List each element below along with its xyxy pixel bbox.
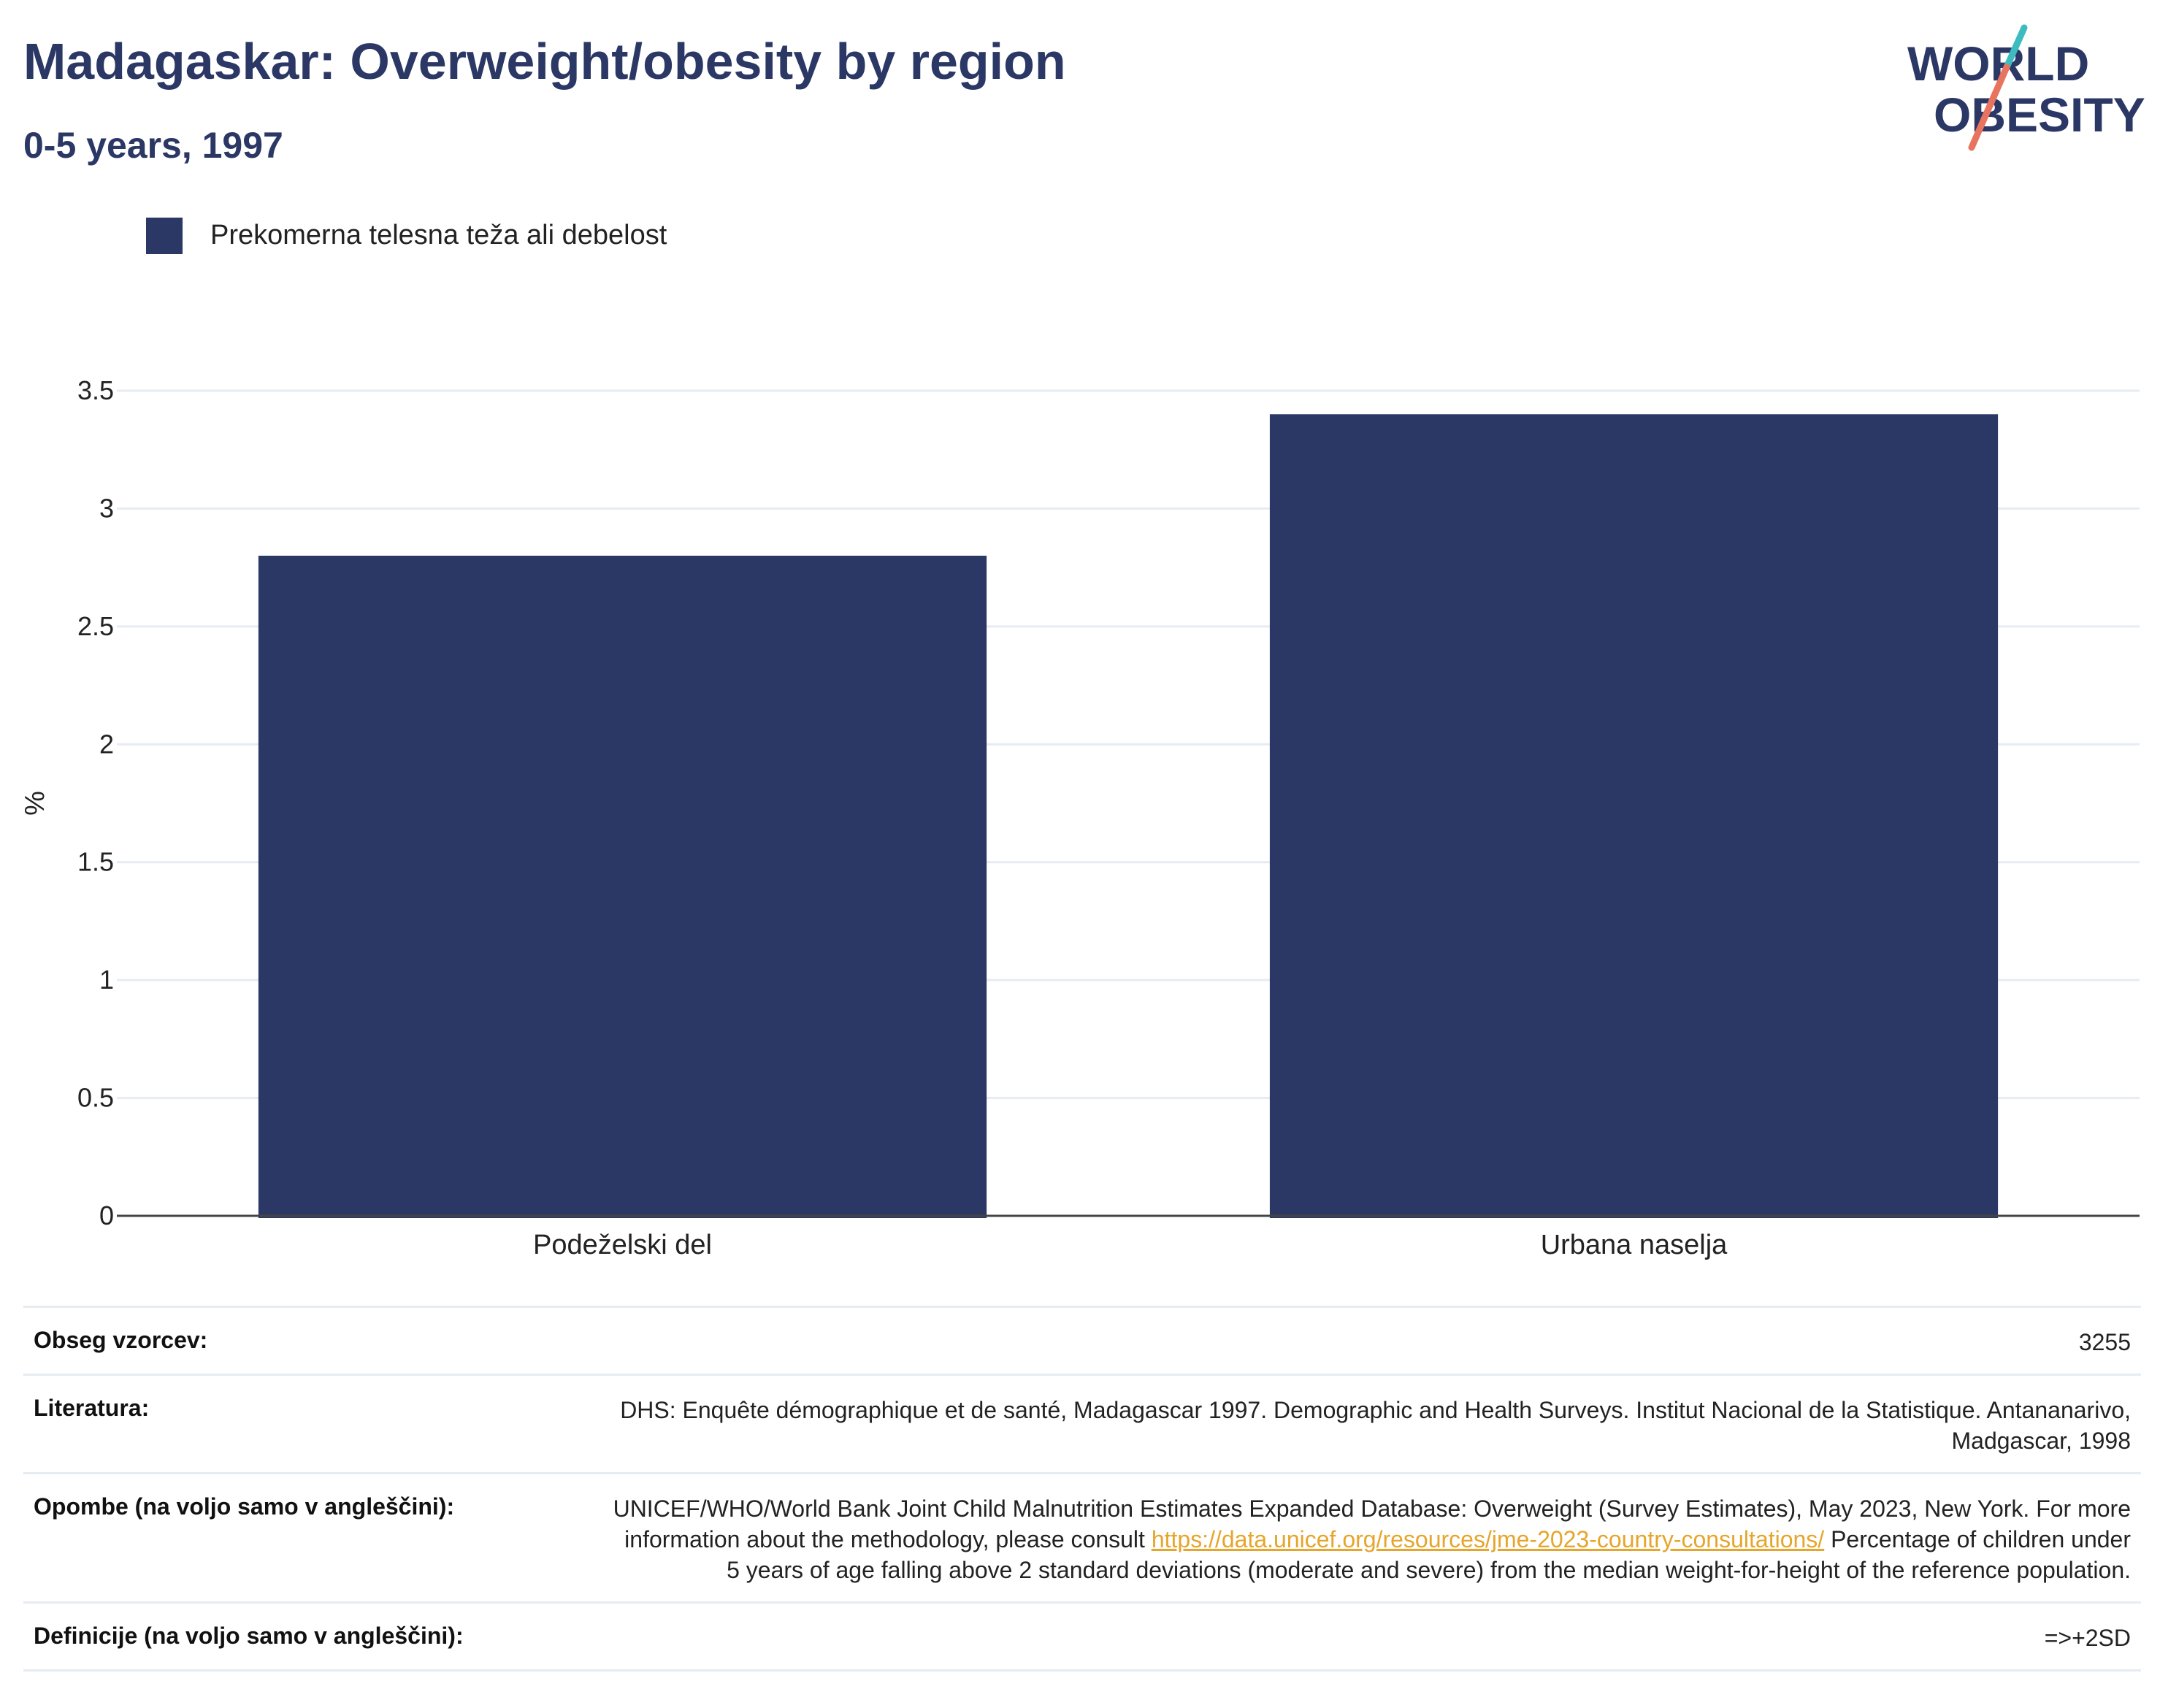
y-axis-title: % [20,791,50,816]
chart-subtitle: 0-5 years, 1997 [23,125,283,166]
y-tick-label: 2 [99,729,114,759]
notes-text-before: UNICEF/WHO/World Bank Joint Child Malnut… [613,1496,2131,1552]
literature-label: Literatura: [34,1395,150,1421]
y-tick-label: 1 [99,965,114,995]
logo-word-obesity: OBESITY [1934,88,2145,142]
logo-slash-coral [1968,64,2010,151]
notes-value: UNICEF/WHO/World Bank Joint Child Malnut… [612,1493,2131,1585]
meta-row-sample-size: Obseg vzorcev: 3255 [23,1306,2141,1374]
metadata-table: Obseg vzorcev: 3255 Literatura: DHS: Enq… [23,1306,2141,1671]
notes-text-after: Percentage of children under 5 years of … [727,1526,2131,1583]
y-tick-label: 0 [99,1200,114,1230]
chart-title: Madagaskar: Overweight/obesity by region [23,33,1066,90]
y-tick-label: 2.5 [77,611,114,641]
meta-row-notes: Opombe (na voljo samo v angleščini): UNI… [23,1472,2141,1601]
literature-value: DHS: Enquête démographique et de santé, … [620,1397,2131,1454]
y-tick-label: 1.5 [77,847,114,877]
x-tick-label: Podeželski del [533,1230,712,1260]
y-tick-label: 0.5 [77,1083,114,1113]
legend-label: Prekomerna telesna teža ali debelost [210,220,667,250]
chart-legend: Prekomerna telesna teža ali debelost [146,215,667,256]
world-obesity-logo: WORLD OBESITY [1907,24,2145,151]
logo-slash-teal [2003,24,2028,71]
definitions-label: Definicije (na voljo samo v angleščini): [34,1623,464,1649]
bar [1269,414,1999,1219]
bar-chart: 0 0.5 1 1.5 2 2.5 3 3.5% Podeželski del Urbana na… [20,375,2140,1260]
notes-label: Opombe (na voljo samo v angleščini): [34,1493,455,1520]
bar [258,556,987,1218]
y-tick-label: 3 [99,493,114,523]
notes-link[interactable]: https://data.unicef.org/resources/jme-20… [1151,1526,1825,1552]
meta-row-definitions: Definicije (na voljo samo v angleščini):… [23,1601,2141,1671]
definitions-value: =>+2SD [2044,1625,2131,1651]
meta-row-literature: Literatura: DHS: Enquête démographique e… [23,1374,2141,1472]
legend-swatch [146,217,183,254]
sample-size-label: Obseg vzorcev: [34,1327,208,1353]
x-tick-label: Urbana naselja [1541,1230,1728,1260]
sample-size-value: 3255 [2078,1329,2131,1355]
y-tick-label: 3.5 [77,375,114,405]
